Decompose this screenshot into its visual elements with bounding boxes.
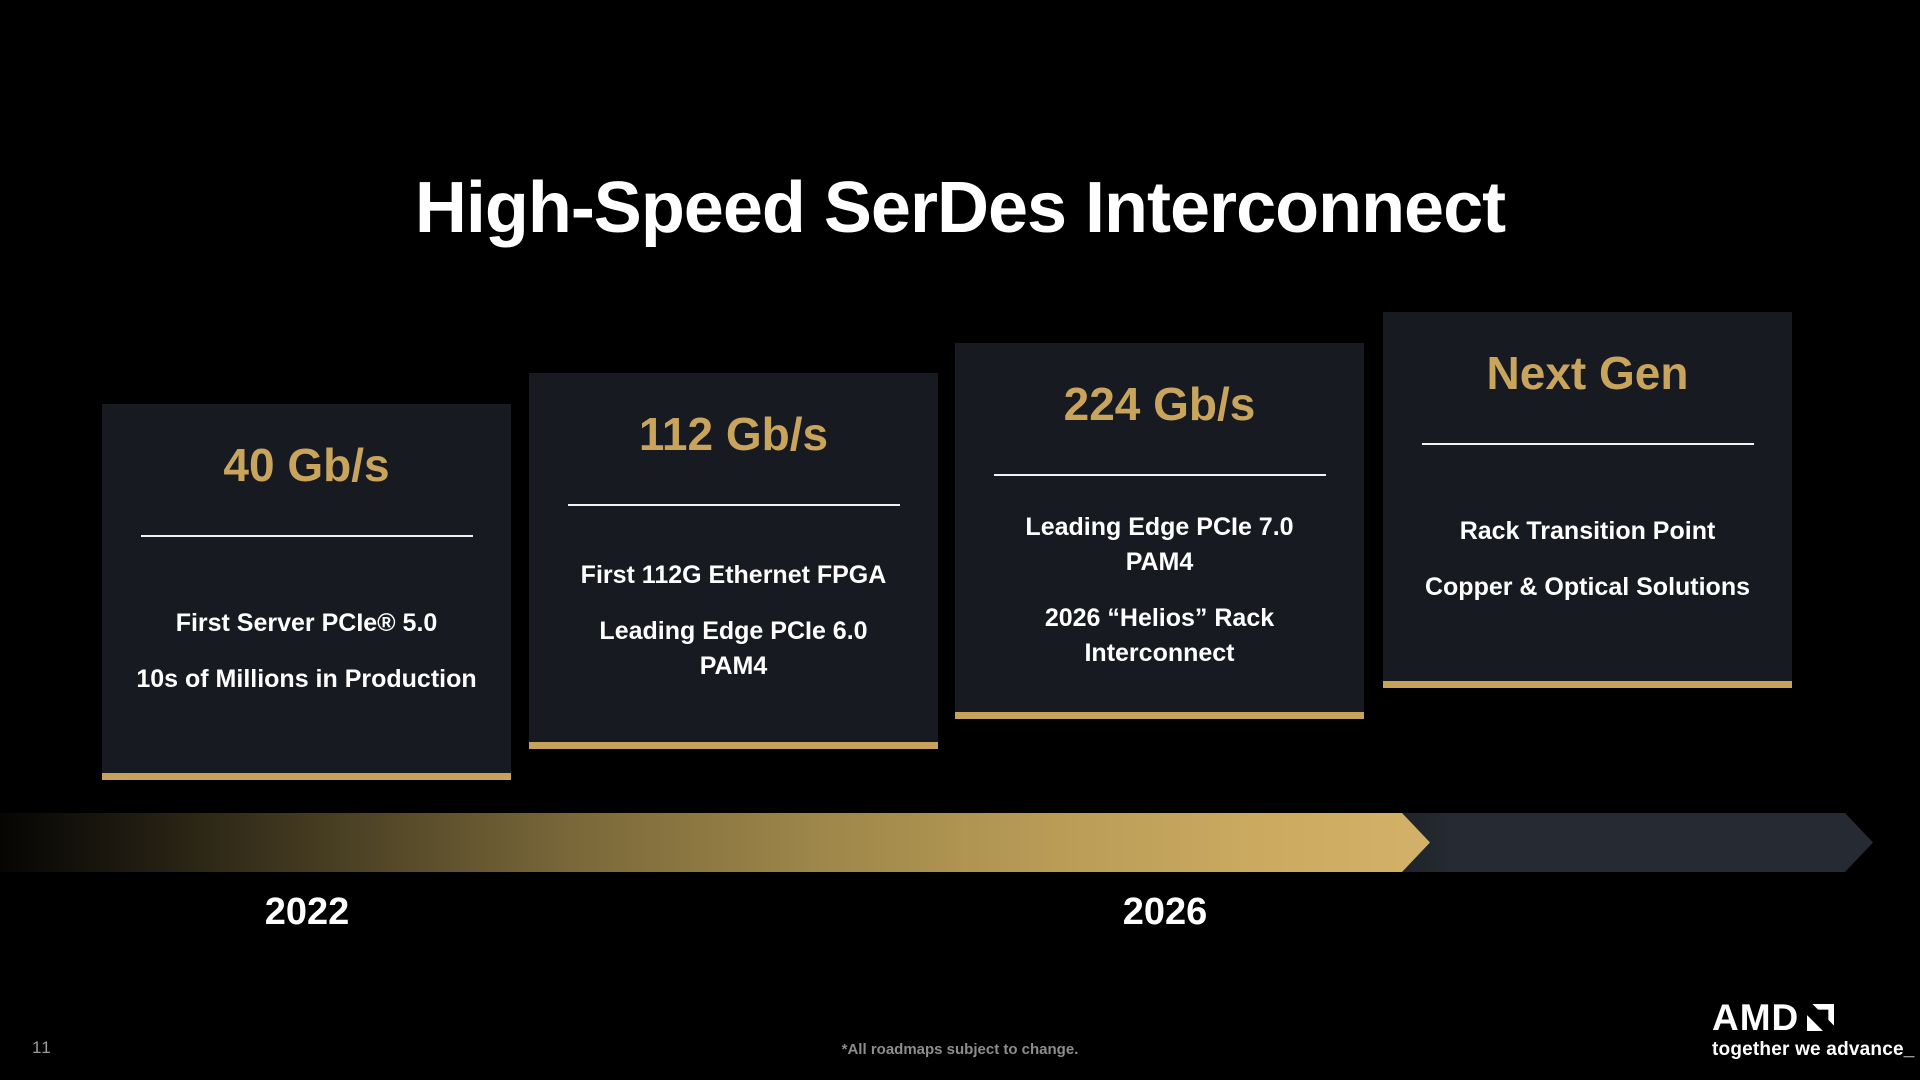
card-speed-label: 112 Gb/s bbox=[638, 408, 829, 460]
timeline-future-segment bbox=[1395, 813, 1873, 872]
card-details: Rack Transition Point Copper & Optical S… bbox=[1383, 445, 1792, 688]
amd-arrow-icon bbox=[1807, 1004, 1835, 1031]
amd-tagline: together we advance_ bbox=[1712, 1039, 1915, 1060]
roadmap-card-40gbs: 40 Gb/s First Server PCIe® 5.0 10s of Mi… bbox=[102, 404, 511, 780]
card-gold-underline bbox=[529, 742, 938, 749]
roadmap-card-112gbs: 112 Gb/s First 112G Ethernet FPGA Leadin… bbox=[529, 373, 938, 749]
card-detail-line: 10s of Millions in Production bbox=[136, 665, 477, 694]
roadmap-card-nextgen: Next Gen Rack Transition Point Copper & … bbox=[1383, 312, 1792, 688]
amd-logo-row: AMD bbox=[1712, 999, 1915, 1036]
card-details: First Server PCIe® 5.0 10s of Millions i… bbox=[102, 537, 511, 780]
timeline-year-start: 2022 bbox=[264, 891, 350, 933]
card-detail-line: Leading Edge PCIe 6.0 PAM4 bbox=[599, 617, 868, 680]
amd-logo-lockup: AMD together we advance_ bbox=[1712, 999, 1915, 1061]
roadmap-disclaimer: *All roadmaps subject to change. bbox=[841, 1041, 1079, 1058]
card-gold-underline bbox=[1383, 681, 1792, 688]
card-detail-line: Leading Edge PCIe 7.0 PAM4 bbox=[1025, 513, 1294, 576]
card-speed-label: 224 Gb/s bbox=[1063, 378, 1256, 430]
card-divider-line bbox=[993, 473, 1326, 476]
slide-title: High-Speed SerDes Interconnect bbox=[414, 168, 1506, 248]
card-speed-label: 40 Gb/s bbox=[223, 439, 390, 491]
timeline-year-end: 2026 bbox=[1122, 891, 1208, 933]
timeline-arrow bbox=[0, 813, 1920, 872]
card-detail-line: Rack Transition Point bbox=[1459, 516, 1716, 545]
card-details: Leading Edge PCIe 7.0 PAM4 2026 “Helios”… bbox=[955, 476, 1364, 719]
card-speed-label: Next Gen bbox=[1486, 347, 1689, 399]
roadmap-card-224gbs: 224 Gb/s Leading Edge PCIe 7.0 PAM4 2026… bbox=[955, 343, 1364, 719]
card-divider-line bbox=[1421, 442, 1754, 445]
card-divider-line bbox=[140, 534, 473, 537]
card-detail-line: First Server PCIe® 5.0 bbox=[175, 608, 438, 637]
slide-page-number: 11 bbox=[32, 1038, 52, 1057]
timeline-past-segment bbox=[0, 813, 1430, 872]
card-divider-line bbox=[567, 503, 900, 506]
card-detail-line: 2026 “Helios” Rack Interconnect bbox=[1044, 604, 1275, 667]
card-detail-line: Copper & Optical Solutions bbox=[1424, 573, 1750, 602]
card-gold-underline bbox=[102, 773, 511, 780]
amd-wordmark: AMD bbox=[1712, 997, 1800, 1038]
card-gold-underline bbox=[955, 712, 1364, 719]
card-details: First 112G Ethernet FPGA Leading Edge PC… bbox=[529, 506, 938, 749]
card-detail-line: First 112G Ethernet FPGA bbox=[580, 560, 887, 589]
